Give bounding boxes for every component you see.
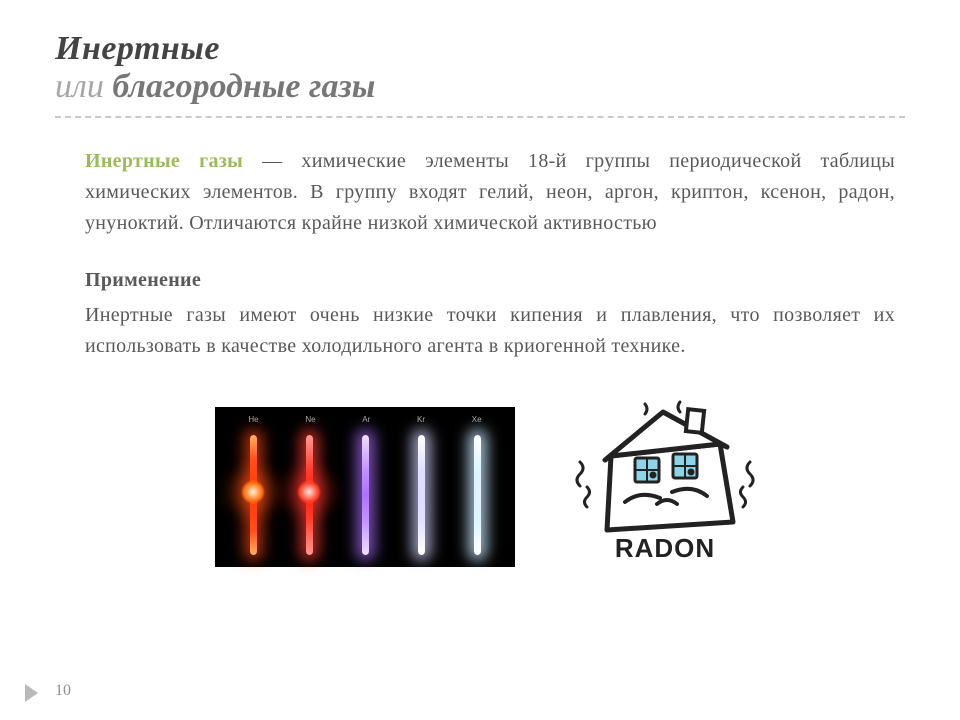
definition-paragraph: Инертные газы — химические элементы 18-й… bbox=[85, 146, 895, 239]
title-line-2: или благородные газы bbox=[55, 68, 905, 106]
body-text: Инертные газы — химические элементы 18-й… bbox=[55, 146, 905, 567]
tube-neon bbox=[296, 432, 322, 557]
title-line-1: Инертные bbox=[55, 30, 905, 68]
tube-helium bbox=[240, 432, 266, 557]
tube-argon bbox=[352, 432, 378, 557]
radon-caption-text: RADON bbox=[615, 533, 715, 563]
tubes-row bbox=[225, 427, 505, 562]
discharge-tubes-figure: He Ne Ar Kr Xe bbox=[215, 407, 515, 567]
application-paragraph: Инертные газы имеют очень низкие точки к… bbox=[85, 300, 895, 362]
tube-xenon bbox=[464, 432, 490, 557]
page-number: 10 bbox=[55, 682, 71, 700]
tube-label: He bbox=[248, 415, 258, 427]
tube-krypton bbox=[408, 432, 434, 557]
title-word-emph: благородные газы bbox=[112, 68, 375, 105]
tube-label: Kr bbox=[417, 415, 425, 427]
tube-label: Ar bbox=[362, 415, 370, 427]
application-heading: Применение bbox=[85, 269, 895, 292]
divider bbox=[55, 116, 905, 118]
title-word-plain: или bbox=[55, 68, 104, 105]
tube-label: Ne bbox=[305, 415, 315, 427]
figures-row: He Ne Ar Kr Xe bbox=[85, 392, 895, 567]
term-highlight: Инертные газы bbox=[85, 150, 243, 172]
tube-label: Xe bbox=[472, 415, 482, 427]
title-word: Инертные bbox=[55, 30, 220, 67]
slide: Инертные или благородные газы Инертные г… bbox=[0, 0, 960, 720]
tube-labels-row: He Ne Ar Kr Xe bbox=[225, 415, 505, 427]
radon-cartoon: RADON bbox=[565, 392, 765, 567]
next-arrow-icon[interactable] bbox=[25, 684, 38, 702]
slide-title: Инертные или благородные газы bbox=[55, 30, 905, 106]
